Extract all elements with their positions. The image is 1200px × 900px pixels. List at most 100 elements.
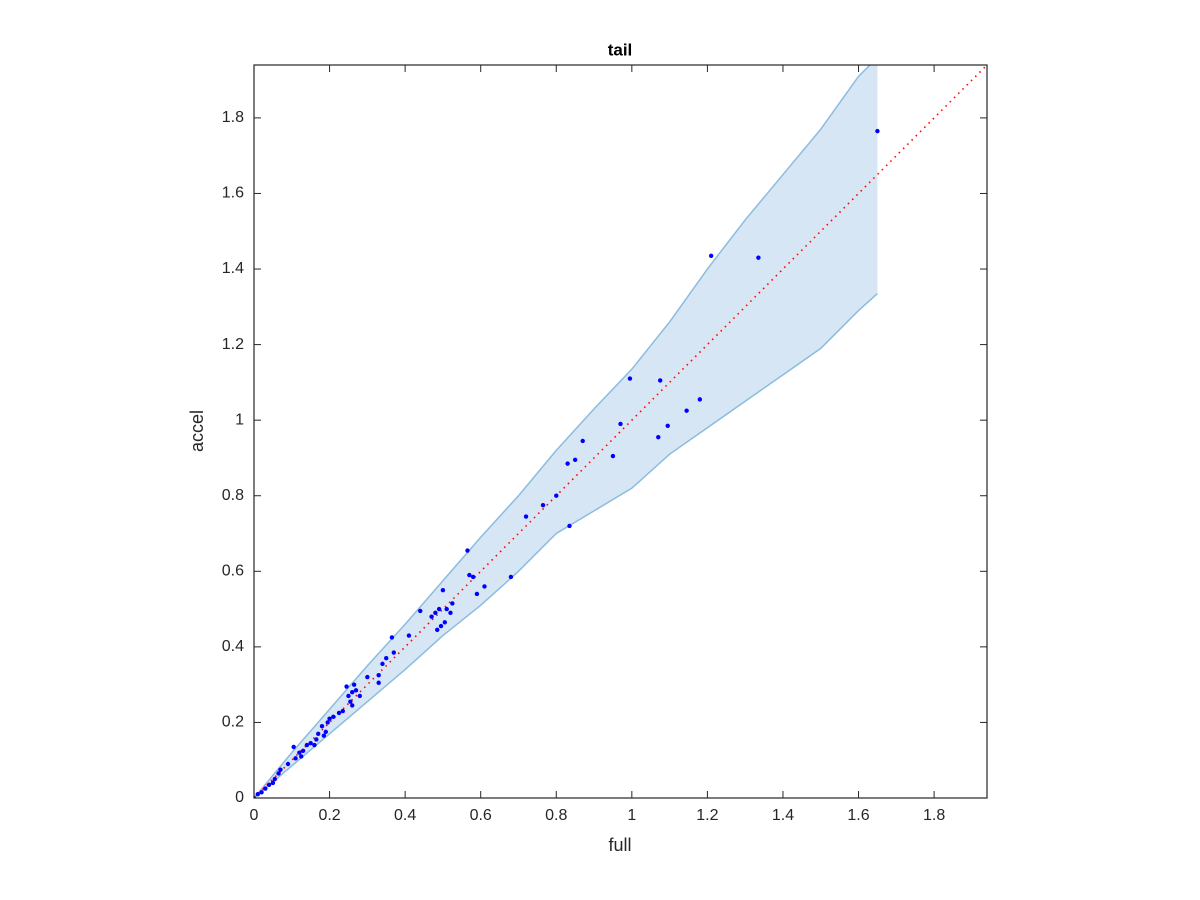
y-tick-label: 0.6 [222, 563, 244, 580]
point [756, 255, 761, 260]
x-axis-label: full [608, 835, 631, 855]
point [344, 684, 349, 689]
point [297, 750, 302, 755]
y-tick-label: 1.4 [222, 260, 244, 277]
point [304, 742, 310, 748]
x-tick-label: 0 [250, 807, 259, 824]
point [435, 627, 440, 633]
point [391, 650, 396, 655]
point [327, 716, 332, 721]
data-layer [254, 65, 987, 798]
point [259, 790, 264, 795]
point [656, 434, 661, 440]
point [508, 574, 514, 580]
point [697, 397, 703, 402]
point [350, 690, 355, 695]
point [440, 587, 446, 593]
y-tick-label: 1 [235, 411, 244, 428]
point [319, 724, 325, 729]
x-tick-label: 1.4 [772, 807, 794, 824]
point [293, 756, 298, 761]
point [567, 523, 572, 529]
x-tick-label: 0.2 [318, 807, 340, 824]
y-tick-label: 0.4 [222, 638, 244, 655]
point [618, 421, 623, 427]
point [429, 614, 434, 619]
point [436, 606, 442, 612]
point [276, 771, 281, 776]
point [418, 608, 423, 614]
y-tick-label: 1.8 [222, 109, 244, 126]
x-tick-label: 0.4 [394, 807, 416, 824]
chart-title: tail [608, 40, 633, 59]
point [572, 457, 578, 463]
point [657, 378, 663, 383]
point [465, 548, 470, 553]
point [554, 493, 559, 498]
point [263, 786, 268, 791]
y-tick-label: 1.2 [222, 336, 244, 353]
point [357, 693, 362, 699]
point [450, 601, 455, 606]
point [340, 708, 345, 714]
x-tick-label: 1.6 [847, 807, 869, 824]
axes-box [253, 64, 988, 799]
point [448, 610, 453, 616]
point [365, 674, 370, 680]
point [353, 688, 359, 693]
point [580, 438, 585, 444]
x-tick-label: 0.6 [470, 807, 492, 824]
point [285, 761, 291, 767]
point [482, 584, 487, 589]
point [278, 767, 283, 772]
band-edge [254, 293, 878, 798]
point [351, 682, 357, 687]
point [336, 710, 342, 716]
x-tick-label: 1 [627, 807, 636, 824]
point [470, 574, 476, 580]
point [348, 699, 353, 704]
point [875, 128, 880, 134]
y-tick-label: 0.8 [222, 487, 244, 504]
point [384, 656, 389, 661]
point [323, 729, 328, 735]
point [376, 680, 381, 685]
point [610, 453, 616, 459]
point [350, 703, 355, 708]
point [444, 606, 449, 612]
point [406, 633, 412, 638]
y-tick-label: 0 [235, 789, 244, 806]
point [438, 623, 444, 629]
point [684, 408, 689, 413]
x-tick-label: 1.2 [696, 807, 718, 824]
point [523, 514, 529, 519]
point [314, 737, 319, 742]
point [474, 591, 480, 597]
point [272, 776, 277, 782]
point [442, 620, 448, 625]
point [270, 780, 276, 786]
x-tick-label: 0.8 [545, 807, 567, 824]
axis-layer: 0 0.2 0.4 0.6 0.8 1 1.2 1.4 1.6 1.8 0 0.2 0.4 0.6 0.8 1… [222, 64, 988, 824]
point [665, 423, 670, 429]
point [433, 610, 438, 616]
point [291, 744, 296, 750]
point [467, 572, 472, 578]
point [300, 748, 306, 753]
point [266, 782, 272, 787]
point [331, 714, 336, 719]
point [299, 754, 304, 759]
point [389, 635, 395, 640]
y-axis-label: accel [187, 410, 207, 452]
point [627, 376, 633, 381]
x-tick-label: 1.8 [923, 807, 945, 824]
point [312, 742, 317, 748]
point [565, 461, 570, 466]
band-edge [254, 65, 871, 798]
point [346, 693, 351, 699]
point [376, 673, 381, 678]
point [308, 741, 313, 746]
point [380, 661, 385, 667]
